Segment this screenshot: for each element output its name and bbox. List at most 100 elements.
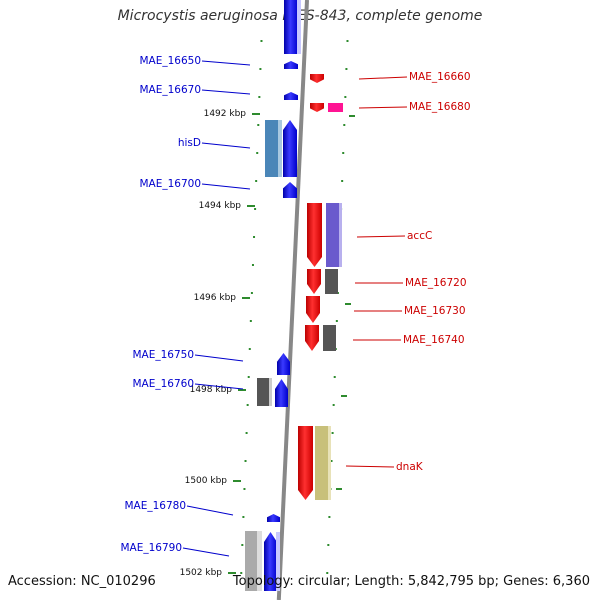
tick-dot xyxy=(344,96,347,98)
gene-label-right: accC xyxy=(407,230,432,242)
tick-dot xyxy=(243,488,246,490)
tick-dot xyxy=(257,124,260,126)
gene-arrow-forward xyxy=(277,353,290,375)
tick-dot xyxy=(342,152,345,154)
gene-label-left: MAE_16780 xyxy=(124,500,186,512)
gene-label-left: MAE_16650 xyxy=(139,55,201,67)
tick-dot xyxy=(328,516,331,518)
gene-arrow-forward xyxy=(275,379,288,407)
tick-dot xyxy=(242,516,245,518)
tick-dot xyxy=(251,264,254,266)
kbp-label: 1498 kbp xyxy=(190,385,233,395)
tick-dot xyxy=(246,404,249,406)
gene-label-left: MAE_16670 xyxy=(139,84,201,96)
leader-line xyxy=(186,505,234,516)
tick-dot xyxy=(258,96,261,98)
leader-line xyxy=(201,89,251,95)
leader-line xyxy=(356,235,406,238)
gene-shade xyxy=(269,378,272,406)
accession-label: Accession: NC_010296 xyxy=(8,574,156,589)
gene-homolog-box xyxy=(323,325,336,351)
gene-label-left: hisD xyxy=(178,137,201,149)
gene-homolog-box xyxy=(257,378,270,406)
tick-dot xyxy=(332,404,335,406)
gene-arrow-forward xyxy=(264,532,277,591)
gene-label-left: MAE_16790 xyxy=(120,542,182,554)
gene-arrow-reverse xyxy=(305,325,319,351)
gene-label-right: MAE_16730 xyxy=(404,305,466,317)
leader-line xyxy=(358,76,408,80)
kbp-tick xyxy=(228,572,236,574)
gene-homolog-box xyxy=(325,269,338,294)
gene-shade xyxy=(339,203,342,267)
gene-arrow-forward xyxy=(283,182,297,198)
tick-dot xyxy=(346,40,349,42)
gene-label-right: MAE_16680 xyxy=(409,101,471,113)
gene-label-left: MAE_16700 xyxy=(139,178,201,190)
tick-dot xyxy=(245,432,248,434)
gene-arrow-forward xyxy=(267,514,280,522)
gene-label-right: dnaK xyxy=(396,461,424,473)
kbp-label: 1500 kbp xyxy=(185,476,228,486)
gene-arrow-forward xyxy=(284,92,298,100)
topology-label: Topology: circular; Length: 5,842,795 bp… xyxy=(232,574,590,589)
tick-dot xyxy=(241,544,244,546)
leader-line xyxy=(201,183,251,190)
tick-dot xyxy=(249,320,252,322)
tick-dot xyxy=(331,432,334,434)
gene-shade xyxy=(278,120,282,177)
tick-dot xyxy=(327,544,330,546)
gene-arrow-reverse xyxy=(306,296,320,323)
leader-line xyxy=(201,60,251,66)
gene-label-left: MAE_16760 xyxy=(132,378,194,390)
gene-label-left: MAE_16750 xyxy=(132,349,194,361)
kbp-label: 1494 kbp xyxy=(199,201,242,211)
tick-dot xyxy=(254,208,257,210)
tick-dot xyxy=(250,292,253,294)
gene-arrow-forward xyxy=(284,61,298,69)
leader-line xyxy=(182,547,230,557)
tick-dot xyxy=(335,320,338,322)
leader-line xyxy=(345,465,395,468)
tick-dash xyxy=(349,115,355,117)
gene-arrow-reverse xyxy=(298,426,313,500)
tick-dot xyxy=(333,376,336,378)
tick-dot xyxy=(247,376,250,378)
tick-dot xyxy=(341,180,344,182)
leader-line xyxy=(358,106,408,109)
tick-dot xyxy=(256,152,259,154)
tick-dot xyxy=(253,236,256,238)
leader-line xyxy=(201,142,251,149)
gene-label-right: MAE_16720 xyxy=(405,277,467,289)
tick-dot xyxy=(330,460,333,462)
genome-backbone xyxy=(276,0,309,600)
gene-label-right: MAE_16660 xyxy=(409,71,471,83)
gene-homolog-box xyxy=(315,426,329,500)
tick-dot xyxy=(343,124,346,126)
gene-arrow-reverse xyxy=(310,74,324,83)
gene-homolog-box xyxy=(326,203,340,267)
tick-dash xyxy=(336,488,342,490)
gene-arrow-reverse xyxy=(310,103,324,112)
gene-homolog-box xyxy=(245,531,258,591)
kbp-tick xyxy=(233,480,241,482)
gene-label-right: MAE_16740 xyxy=(403,334,465,346)
tick-dot xyxy=(345,68,348,70)
kbp-tick xyxy=(252,113,260,115)
tick-dot xyxy=(326,572,329,574)
tick-dot xyxy=(255,180,258,182)
tick-dot xyxy=(240,572,243,574)
kbp-label: 1492 kbp xyxy=(204,109,247,119)
gene-shade xyxy=(328,426,331,500)
gene-homolog-box xyxy=(328,103,343,112)
tick-dash xyxy=(341,395,347,397)
tick-dot xyxy=(244,460,247,462)
gene-homolog-box xyxy=(265,120,279,177)
gene-arrow-forward xyxy=(283,120,297,177)
tick-dot xyxy=(259,68,262,70)
gene-arrow-reverse xyxy=(307,269,321,294)
gene-arrow-reverse xyxy=(307,203,322,267)
gene-shade xyxy=(257,531,262,591)
tick-dot xyxy=(260,40,263,42)
